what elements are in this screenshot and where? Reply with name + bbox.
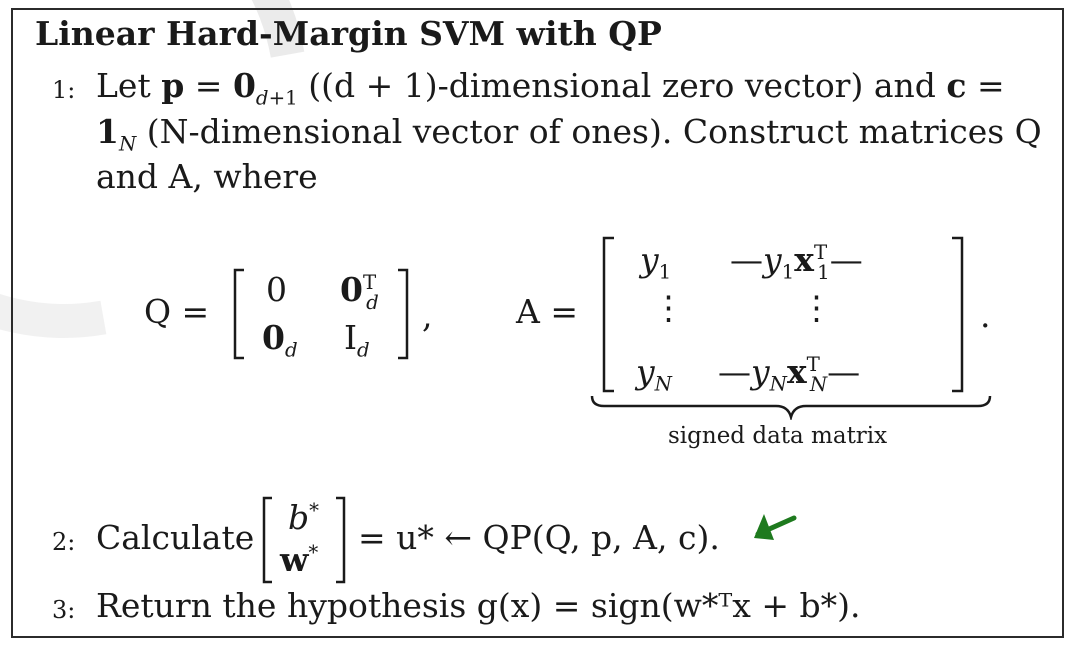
- matrix-a-brackets: [602, 236, 964, 393]
- matrix-q-cell-0: 0: [266, 270, 287, 309]
- algorithm-box: [11, 8, 1064, 638]
- algorithm-title: Linear Hard-Margin SVM with QP: [35, 14, 662, 53]
- step-2-number: 2:: [52, 528, 76, 556]
- step-3-number: 3:: [52, 596, 76, 624]
- step-2-vector-brackets: [262, 496, 346, 584]
- step-1-line-3: and A, where: [96, 157, 318, 196]
- matrix-a-period: .: [980, 296, 991, 335]
- step-3-text: Return the hypothesis g(x) = sign(w*ᵀx +…: [96, 586, 861, 625]
- step-1-line-2: 1N (N-dimensional vector of ones). Const…: [96, 112, 1042, 156]
- matrix-a-y1: y1: [640, 240, 672, 284]
- step-1-number: 1:: [52, 76, 76, 104]
- matrix-a-row-1: —y1xT1—: [730, 240, 863, 284]
- underbrace-label: signed data matrix: [668, 423, 888, 449]
- step-2-prefix: Calculate: [96, 518, 255, 557]
- step-1-line-1: Let p = 0d+1 ((d + 1)-dimensional zero v…: [96, 66, 1005, 110]
- step-1-line-1-text: ((d + 1)-dimensional zero vector) and: [308, 66, 936, 105]
- matrix-q-label: Q =: [144, 292, 210, 331]
- annotation-arrow-icon: [754, 514, 797, 540]
- matrix-q-brackets: [233, 268, 409, 360]
- matrix-a-vdots-1: ⋮: [652, 288, 685, 327]
- matrix-q-comma: ,: [422, 296, 433, 335]
- step-2-w-star: w*: [280, 540, 319, 579]
- step-2-expression: = u* ← QP(Q, p, A, c).: [358, 518, 720, 557]
- matrix-q-cell-identity: Id: [344, 318, 370, 362]
- matrix-q-cell-0d: 0d: [262, 318, 298, 362]
- matrix-a-yn: yN: [636, 352, 672, 396]
- step-1-line-2-text: (N-dimensional vector of ones). Construc…: [146, 112, 1042, 151]
- matrix-q-cell-0d-t: 0Td: [340, 270, 379, 314]
- underbrace: [590, 395, 992, 420]
- step-2-b-star: b*: [288, 498, 320, 537]
- matrix-a-label: A =: [516, 292, 578, 331]
- matrix-a-vdots-2: ⋮: [800, 288, 833, 327]
- matrix-a-row-n: —yNxTN—: [718, 352, 861, 396]
